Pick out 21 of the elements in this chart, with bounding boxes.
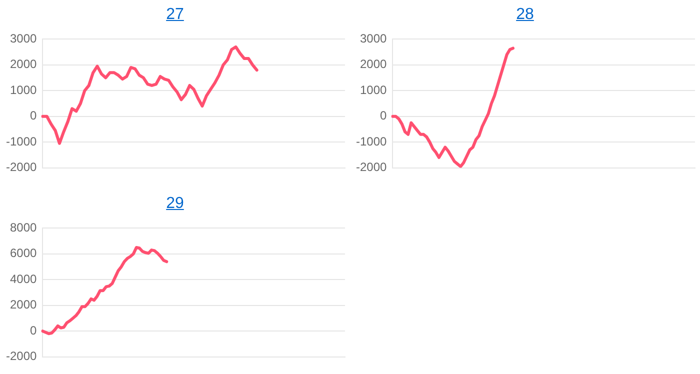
y-tick-label: -2000 [6,160,38,174]
y-tick-label: 1000 [360,82,388,97]
chart-title: 28 [515,6,535,24]
y-tick-label: 8000 [10,220,38,235]
chart-title: 29 [165,195,185,213]
y-tick-label: 2000 [10,298,38,312]
y-tick-label: -2000 [356,160,388,174]
y-tick-label: 4000 [10,272,38,286]
y-tick-label: -1000 [356,134,388,148]
chart-title: 27 [165,6,185,24]
y-tick-label: 0 [30,323,38,338]
y-tick-label: 2000 [10,57,38,72]
y-tick-label: -2000 [6,349,38,364]
y-tick-label: 3000 [10,32,38,46]
y-tick-label: 1000 [10,82,38,97]
y-tick-label: 2000 [360,57,388,72]
y-tick-label: 6000 [10,246,38,260]
y-tick-label: -1000 [6,134,38,148]
y-tick-label: 3000 [360,32,388,46]
y-tick-label: 0 [380,108,388,123]
y-tick-label: 0 [30,108,38,123]
